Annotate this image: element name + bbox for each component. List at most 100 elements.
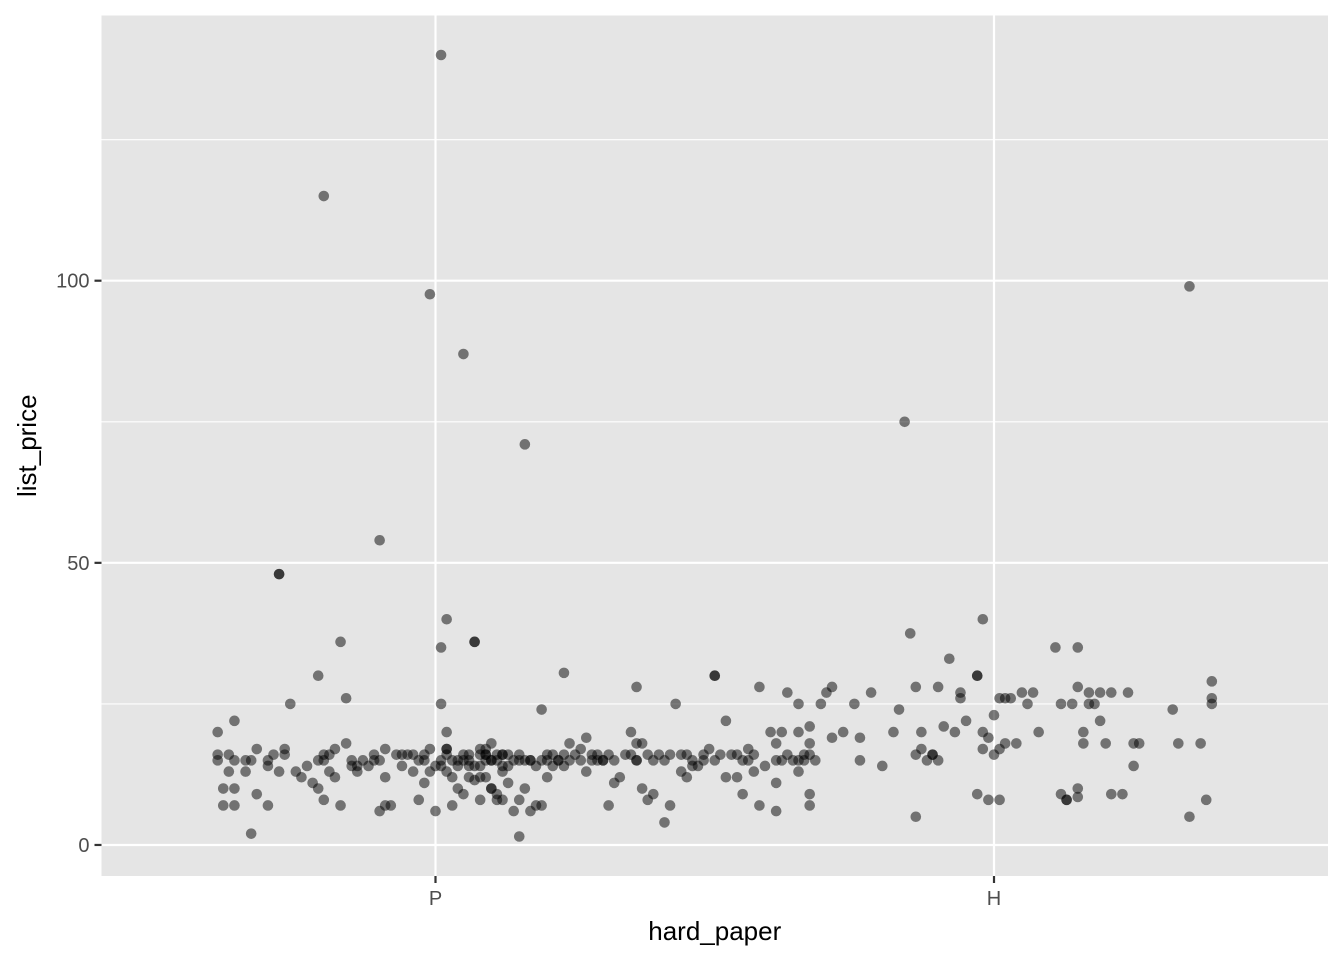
data-point bbox=[1117, 788, 1128, 800]
data-point bbox=[1100, 738, 1111, 749]
data-point bbox=[240, 766, 251, 777]
data-point bbox=[804, 788, 815, 800]
data-point bbox=[944, 653, 955, 665]
data-point bbox=[1167, 704, 1179, 715]
data-point bbox=[1055, 698, 1067, 710]
data-point bbox=[474, 760, 486, 772]
data-point bbox=[1206, 676, 1218, 687]
data-point bbox=[809, 755, 821, 766]
data-point bbox=[1083, 687, 1095, 698]
data-point bbox=[312, 783, 324, 794]
data-point bbox=[776, 726, 788, 738]
data-point bbox=[1206, 698, 1218, 710]
data-point bbox=[804, 738, 815, 749]
data-point bbox=[1122, 687, 1134, 698]
data-point bbox=[999, 738, 1011, 749]
data-point bbox=[374, 755, 385, 766]
data-point bbox=[346, 760, 358, 772]
data-point bbox=[446, 771, 458, 783]
data-point bbox=[441, 726, 452, 738]
data-point bbox=[1195, 738, 1206, 749]
data-points bbox=[212, 49, 1218, 842]
data-point bbox=[513, 794, 525, 806]
data-point bbox=[268, 749, 279, 760]
data-point bbox=[212, 755, 223, 766]
data-point bbox=[631, 681, 642, 693]
data-point bbox=[251, 743, 263, 755]
data-point bbox=[1128, 760, 1139, 772]
data-point bbox=[385, 800, 397, 811]
data-point bbox=[983, 794, 994, 806]
data-point bbox=[1133, 738, 1145, 749]
data-point bbox=[664, 800, 676, 811]
data-point bbox=[329, 743, 341, 755]
data-point bbox=[715, 749, 726, 760]
data-point bbox=[1200, 794, 1212, 806]
data-point bbox=[804, 721, 815, 732]
data-point bbox=[284, 698, 296, 710]
data-point bbox=[770, 777, 782, 789]
data-point bbox=[575, 755, 587, 766]
data-point bbox=[1094, 687, 1106, 698]
grid-minor bbox=[101, 139, 1328, 705]
data-point bbox=[826, 681, 838, 693]
data-point bbox=[217, 800, 229, 811]
data-point bbox=[703, 743, 715, 755]
data-point bbox=[754, 800, 765, 811]
data-point bbox=[413, 794, 425, 806]
data-point bbox=[916, 726, 927, 738]
data-point bbox=[826, 732, 838, 744]
data-point bbox=[245, 755, 257, 766]
data-point bbox=[1027, 687, 1039, 698]
data-point bbox=[932, 681, 944, 693]
data-point bbox=[854, 732, 866, 744]
data-point bbox=[681, 771, 693, 783]
data-point bbox=[217, 783, 229, 794]
data-point bbox=[419, 777, 430, 789]
data-point bbox=[502, 777, 514, 789]
x-tick-label: P bbox=[429, 888, 442, 910]
data-point bbox=[558, 667, 570, 679]
data-point bbox=[608, 755, 620, 766]
data-point bbox=[212, 726, 223, 738]
data-point bbox=[988, 709, 1000, 721]
data-point bbox=[960, 715, 972, 727]
data-point bbox=[977, 743, 989, 755]
data-point bbox=[1022, 698, 1033, 710]
data-point bbox=[486, 738, 497, 749]
data-point bbox=[480, 771, 492, 783]
data-point bbox=[1173, 738, 1184, 749]
x-tick-label: H bbox=[987, 888, 1001, 910]
data-point bbox=[754, 681, 765, 693]
data-point bbox=[458, 788, 469, 800]
data-point bbox=[793, 698, 804, 710]
data-point bbox=[1105, 687, 1117, 698]
data-point bbox=[782, 687, 793, 698]
data-point bbox=[765, 726, 776, 738]
data-point bbox=[581, 766, 592, 777]
y-tick-label: 50 bbox=[67, 553, 89, 575]
data-point bbox=[804, 800, 815, 811]
data-point bbox=[273, 766, 285, 777]
plot-panel bbox=[101, 15, 1328, 876]
data-point bbox=[625, 726, 637, 738]
data-point bbox=[1078, 726, 1089, 738]
data-point bbox=[648, 788, 659, 800]
data-point bbox=[519, 439, 531, 450]
data-point bbox=[949, 726, 961, 738]
data-point bbox=[318, 794, 330, 806]
data-point bbox=[575, 743, 587, 755]
data-point bbox=[748, 749, 760, 760]
data-point bbox=[1078, 738, 1089, 749]
data-point bbox=[815, 698, 827, 710]
data-point bbox=[318, 190, 330, 202]
data-point bbox=[491, 794, 503, 806]
data-point bbox=[971, 788, 983, 800]
data-point bbox=[379, 771, 391, 783]
data-point bbox=[335, 636, 346, 648]
data-point bbox=[1072, 681, 1084, 693]
data-point bbox=[837, 726, 849, 738]
data-point bbox=[441, 749, 452, 760]
data-point bbox=[1184, 811, 1195, 823]
data-point bbox=[441, 613, 452, 625]
